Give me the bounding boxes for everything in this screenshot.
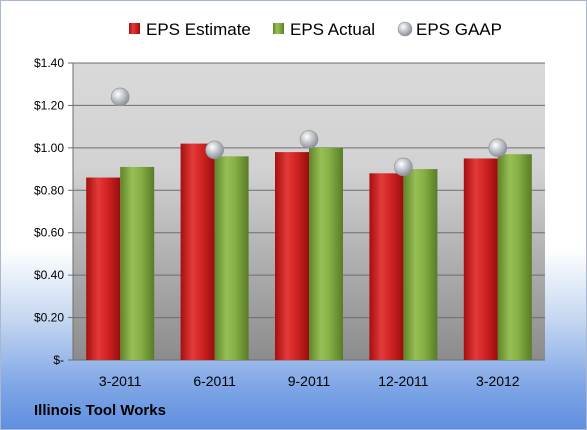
- point-eps-gaap: [299, 130, 319, 149]
- legend-label: EPS Estimate: [146, 20, 251, 39]
- bar-eps-actual: [403, 169, 438, 360]
- y-tick-label: $1.00: [34, 141, 64, 155]
- bar-eps-estimate: [463, 158, 498, 360]
- bar-eps-estimate: [369, 173, 404, 360]
- x-category-label: 6-2011: [193, 373, 236, 389]
- point-eps-gaap: [110, 87, 130, 107]
- point-eps-gaap: [488, 138, 508, 158]
- bar-eps-actual: [497, 154, 532, 360]
- bar-eps-estimate: [180, 143, 215, 360]
- legend-swatch: [273, 23, 284, 34]
- bar-eps-estimate: [86, 177, 121, 360]
- point-eps-gaap: [205, 140, 224, 160]
- bar-eps-actual: [309, 147, 343, 360]
- y-axis: $- $0.20 $0.40 $0.60 $0.80 $1.00 $1.20 $1.40: [34, 56, 74, 367]
- point-eps-gaap: [394, 157, 413, 177]
- company-name: Illinois Tool Works: [34, 402, 166, 419]
- y-tick-label: $1.40: [34, 56, 64, 70]
- y-tick-label: $0.80: [34, 183, 64, 197]
- y-tick-label: $0.40: [34, 268, 64, 282]
- legend-label: EPS Actual: [290, 20, 375, 39]
- x-category-label: 9-2011: [288, 373, 331, 389]
- x-axis: 3-2011 6-2011 9-2011 12-2011 3-2012: [99, 373, 520, 389]
- bars: [86, 143, 532, 360]
- legend-label: EPS GAAP: [416, 20, 502, 39]
- y-tick-label: $1.20: [34, 98, 64, 112]
- x-category-label: 12-2011: [378, 373, 429, 389]
- y-tick-label: $0.20: [34, 311, 64, 325]
- y-tick-label: $-: [53, 353, 64, 367]
- bar-eps-actual: [120, 166, 155, 360]
- legend-swatch: [129, 23, 140, 34]
- legend-swatch: [397, 21, 413, 37]
- x-category-label: 3-2012: [476, 373, 520, 389]
- gaap-points: [110, 87, 508, 177]
- bar-eps-actual: [214, 156, 249, 360]
- bar-eps-estimate: [275, 152, 309, 360]
- y-tick-label: $0.60: [34, 226, 64, 240]
- legend: EPS Estimate EPS Actual EPS GAAP: [129, 20, 502, 39]
- x-category-label: 3-2011: [99, 373, 142, 389]
